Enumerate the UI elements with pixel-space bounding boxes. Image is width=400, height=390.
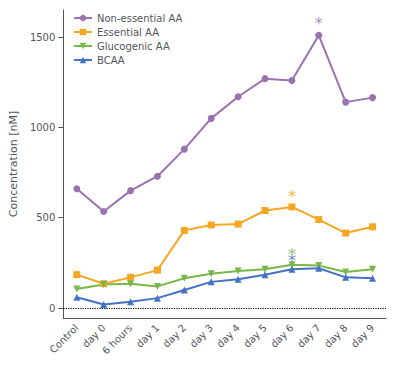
svg-text:1000: 1000 (30, 122, 55, 133)
svg-text:Control: Control (47, 322, 80, 355)
svg-text:*: * (288, 187, 296, 206)
svg-text:BCAA: BCAA (97, 55, 125, 66)
svg-text:day 9: day 9 (349, 322, 377, 350)
svg-text:day 4: day 4 (214, 322, 242, 350)
svg-text:*: * (288, 251, 296, 270)
svg-text:500: 500 (36, 212, 55, 223)
svg-text:Non-essential AA: Non-essential AA (97, 13, 183, 24)
svg-text:0: 0 (49, 303, 55, 314)
svg-text:day 1: day 1 (134, 322, 162, 350)
svg-text:Concentration [nM]: Concentration [nM] (7, 111, 20, 217)
svg-text:day 0: day 0 (80, 322, 108, 350)
svg-text:day 2: day 2 (161, 322, 189, 350)
svg-text:day 5: day 5 (241, 322, 269, 350)
svg-text:6 hours: 6 hours (100, 322, 134, 356)
svg-text:Glucogenic AA: Glucogenic AA (97, 41, 170, 52)
svg-text:Essential AA: Essential AA (97, 27, 159, 38)
svg-text:day 7: day 7 (295, 322, 323, 350)
svg-text:*: * (315, 14, 323, 33)
svg-text:day 8: day 8 (322, 322, 350, 350)
svg-text:1500: 1500 (30, 32, 55, 43)
svg-text:day 6: day 6 (268, 322, 296, 350)
svg-text:day 3: day 3 (188, 322, 216, 350)
